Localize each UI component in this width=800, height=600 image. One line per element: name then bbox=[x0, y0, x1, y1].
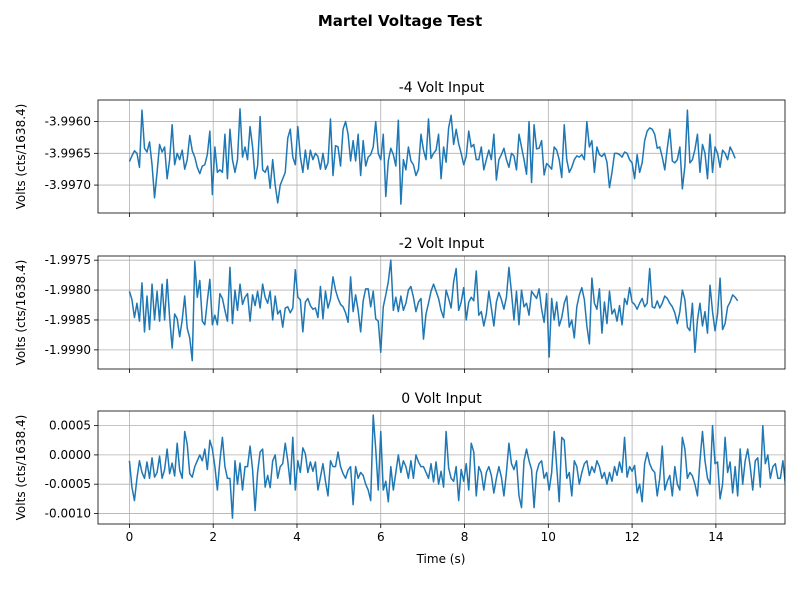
subplot-1: -2 Volt Input -1.9975 -1.9980 -1.9985 -1.999… bbox=[14, 236, 786, 373]
subplot-0: -4 Volt Input -3.9960 -3.9965 -3.9970 Volts … bbox=[14, 80, 786, 217]
subplot-title: 0 Volt Input bbox=[401, 391, 482, 407]
y-tick-label: -3.9960 bbox=[45, 115, 91, 129]
x-tick-label: 8 bbox=[461, 530, 469, 544]
x-tick-label: 0 bbox=[126, 530, 134, 544]
x-tick-label: 4 bbox=[293, 530, 301, 544]
series-line bbox=[128, 259, 739, 362]
y-tick-label: -1.9975 bbox=[45, 253, 91, 267]
y-tick-label: 0.0000 bbox=[49, 448, 91, 462]
axes-frame bbox=[97, 410, 786, 525]
y-axis-label: Volts (cts/1638.4) bbox=[14, 104, 28, 210]
y-axis-label: Volts (cts/1638.4) bbox=[14, 415, 28, 521]
y-tick-label: -3.9970 bbox=[45, 178, 91, 192]
x-tick-label: 14 bbox=[708, 530, 723, 544]
y-tick-label: -1.9985 bbox=[45, 313, 91, 327]
y-tick-label: -1.9980 bbox=[45, 283, 91, 297]
series-line bbox=[128, 108, 736, 205]
y-tick-label: -3.9965 bbox=[45, 146, 91, 160]
y-axis-label: Volts (cts/1638.4) bbox=[14, 260, 28, 366]
y-tick-label: -0.0005 bbox=[45, 477, 91, 491]
series-line bbox=[128, 414, 785, 519]
figure-suptitle: Martel Voltage Test bbox=[318, 12, 482, 30]
y-tick-label: -0.0010 bbox=[45, 506, 91, 520]
x-tick-label: 2 bbox=[209, 530, 217, 544]
axes-frame bbox=[97, 99, 786, 214]
subplots-container: -4 Volt Input -3.9960 -3.9965 -3.9970 Volts … bbox=[14, 80, 786, 544]
x-tick-label: 10 bbox=[541, 530, 556, 544]
x-axis-label: Time (s) bbox=[416, 552, 466, 566]
subplot-title: -4 Volt Input bbox=[399, 80, 485, 96]
x-tick-label: 12 bbox=[624, 530, 639, 544]
y-tick-label: -1.9990 bbox=[45, 343, 91, 357]
subplot-title: -2 Volt Input bbox=[399, 236, 485, 252]
y-tick-label: 0.0005 bbox=[49, 419, 91, 433]
axes-frame bbox=[97, 255, 786, 370]
x-tick-label: 6 bbox=[377, 530, 385, 544]
subplot-2: 0 Volt Input 0 2 4 6 8 10 12 14 0.0005 0.0000 -0.00… bbox=[14, 391, 786, 544]
